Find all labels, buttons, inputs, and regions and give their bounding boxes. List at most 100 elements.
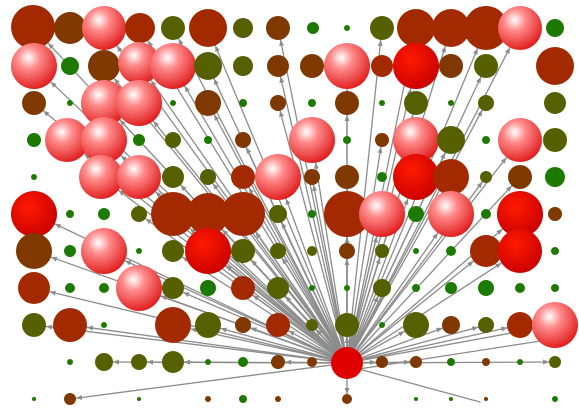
node-green-133 [379, 322, 385, 328]
node-gloss-94 [81, 228, 127, 274]
node-rust-105 [470, 235, 502, 267]
node-olive-42 [404, 91, 428, 115]
node-green-143 [205, 359, 211, 365]
node-brown-148 [410, 356, 422, 368]
edge-line-105 [358, 260, 475, 354]
edge-arrow-85 [344, 237, 350, 243]
node-gloss-138 [532, 302, 578, 348]
node-rust-0 [11, 5, 55, 49]
edge-line-106 [359, 262, 503, 355]
edge-arrow-141 [146, 359, 154, 365]
node-brown-146 [307, 357, 317, 367]
node-olive-73 [480, 171, 492, 183]
edge-arrow-101 [344, 259, 350, 265]
edge-arrow-73 [476, 181, 483, 189]
node-olive-134 [403, 312, 429, 338]
node-rust-13 [464, 6, 508, 50]
edge-arrow-71 [403, 198, 409, 206]
node-olive-142 [162, 351, 184, 373]
edge-arrow-92 [50, 256, 58, 262]
edge-line-7 [279, 39, 345, 348]
node-olive-44 [478, 95, 494, 111]
node-green-51 [204, 136, 212, 144]
edge-arrow-65 [212, 183, 219, 190]
edge-arrow-2 [116, 45, 123, 53]
edge-arrow-90 [496, 229, 503, 235]
edge-line-138 [362, 328, 534, 361]
node-gloss-34 [116, 80, 162, 126]
node-olive-140 [95, 353, 113, 371]
edge-arrow-52 [246, 147, 252, 154]
node-green-113 [200, 280, 216, 296]
node-green-61 [31, 174, 37, 180]
edge-line-59 [356, 156, 508, 352]
edge-arrow-99 [282, 257, 288, 265]
edge-arrow-79 [145, 218, 152, 225]
edge-arrow-40 [344, 115, 350, 121]
node-gloss-111 [116, 265, 162, 311]
node-green-110 [99, 283, 109, 293]
edge-arrow-68 [312, 184, 318, 192]
edge-line-88 [355, 232, 439, 351]
node-olive-131 [306, 319, 318, 331]
edge-arrow-10 [377, 39, 383, 47]
edge-arrow-131 [316, 329, 322, 336]
node-olive-10 [370, 16, 394, 40]
edge-arrow-159 [344, 388, 350, 394]
node-brown-159 [342, 394, 352, 404]
node-green-43 [448, 100, 454, 106]
node-brown-31 [22, 91, 46, 115]
edge-arrow-145 [284, 359, 292, 365]
node-green-32 [67, 100, 73, 106]
node-rust-30 [536, 47, 574, 85]
node-olive-45 [544, 92, 566, 114]
node-gloss-2 [82, 6, 126, 50]
node-gloss-88 [428, 191, 474, 237]
node-green-103 [413, 248, 419, 254]
edge-arrow-112 [183, 292, 190, 298]
node-layer [11, 5, 578, 405]
edge-arrow-124 [45, 324, 53, 330]
node-green-161 [449, 397, 453, 401]
edge-arrow-114 [252, 295, 260, 301]
node-olive-152 [549, 356, 561, 368]
node-brown-69 [335, 165, 359, 189]
node-olive-6 [233, 18, 253, 38]
edge-line-136 [361, 326, 479, 360]
node-green-104 [446, 246, 456, 256]
node-gloss-53 [289, 117, 335, 163]
node-green-75 [545, 167, 565, 187]
edge-arrow-16 [50, 81, 57, 88]
node-gloss-63 [117, 155, 161, 199]
node-green-126 [101, 322, 107, 328]
hub-layer [331, 347, 363, 379]
edge-line-130 [287, 330, 334, 356]
node-green-58 [482, 136, 490, 144]
edge-arrow-140 [112, 359, 120, 365]
node-green-149 [447, 358, 455, 366]
node-gloss-59 [498, 118, 542, 162]
edge-arrow-20 [184, 85, 190, 93]
edge-arrow-4 [178, 38, 184, 46]
edge-arrow-137 [500, 326, 508, 332]
node-olive-141 [131, 354, 147, 370]
node-olive-50 [165, 132, 181, 148]
node-gloss-48 [81, 117, 127, 163]
edge-arrow-74 [505, 185, 512, 192]
node-green-121 [478, 280, 494, 296]
node-brown-154 [64, 393, 76, 405]
node-brown-156 [205, 396, 211, 402]
edge-arrow-136 [471, 326, 479, 332]
node-green-95 [136, 248, 142, 254]
node-green-123 [551, 284, 559, 292]
node-green-155 [137, 397, 141, 401]
node-brown-38 [270, 95, 286, 111]
node-green-37 [239, 99, 247, 107]
node-brown-52 [235, 132, 251, 148]
edge-arrow-98 [251, 259, 258, 266]
edge-arrow-128 [220, 327, 227, 333]
edge-line-99 [281, 257, 340, 351]
edge-arrow-94 [124, 260, 132, 266]
edge-arrow-7 [279, 39, 285, 47]
